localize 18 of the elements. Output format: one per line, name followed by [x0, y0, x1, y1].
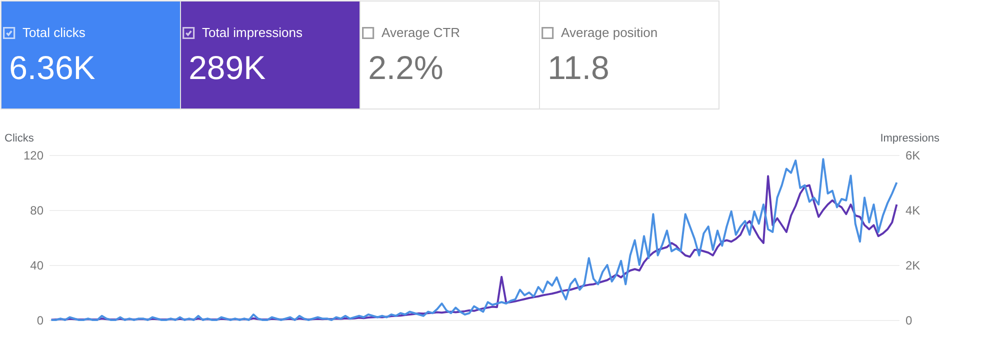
y-axis-title: Clicks	[4, 132, 34, 144]
category-label: Total impressions	[202, 25, 303, 40]
y-tick-label: 40	[30, 258, 44, 272]
y2-tick-label: 6K	[906, 148, 920, 162]
data-label: 11.8	[548, 49, 610, 86]
data-label: 6.36K	[9, 49, 96, 86]
category-label: Average CTR	[382, 25, 460, 40]
y-tick-label: 80	[30, 204, 44, 218]
data-label: 289K	[188, 49, 266, 86]
category-label: Average position	[561, 25, 658, 40]
y-tick-label: 120	[23, 148, 44, 162]
y2-tick-label: 0	[906, 314, 912, 328]
y2-axis-title: Impressions	[880, 132, 940, 144]
y-tick-label: 0	[36, 314, 44, 328]
y2-tick-label: 4K	[906, 204, 920, 218]
data-label: 2.2%	[368, 49, 444, 86]
category-label: Total clicks	[22, 25, 86, 40]
y2-tick-label: 2K	[906, 258, 920, 272]
